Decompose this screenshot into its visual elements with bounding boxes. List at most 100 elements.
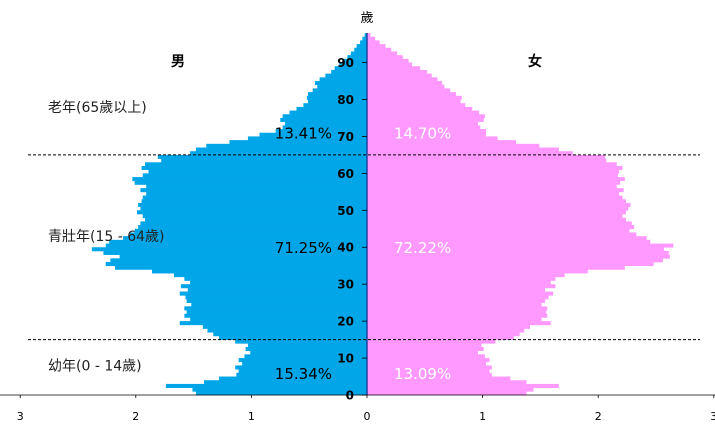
bar-male-age-21 [184, 313, 367, 318]
female-percent-1: 72.22% [394, 239, 451, 257]
bar-male-age-4 [219, 376, 367, 381]
bar-female-age-29 [367, 284, 556, 289]
bar-female-age-34 [367, 265, 625, 270]
bar-female-age-16 [367, 332, 520, 337]
bar-female-age-19 [367, 321, 551, 326]
bar-female-age-91 [367, 55, 403, 60]
bar-male-age-75 [282, 114, 367, 119]
bar-female-age-66 [367, 147, 559, 152]
bar-female-age-63 [367, 158, 607, 163]
bar-female-age-83 [367, 84, 445, 89]
bar-male-age-29 [180, 284, 367, 289]
bar-male-age-30 [190, 280, 367, 285]
bar-female-age-68 [367, 140, 517, 145]
bar-male-age-85 [319, 77, 367, 82]
bar-female-age-80 [367, 95, 462, 100]
bar-female-age-88 [367, 66, 421, 71]
bar-female-age-84 [367, 81, 443, 86]
bar-male-age-16 [213, 332, 367, 337]
male-percent-1: 71.25% [275, 239, 332, 257]
bar-female-age-24 [367, 302, 542, 307]
bar-female-age-43 [367, 232, 637, 237]
x-tick-label-1: 2 [132, 410, 139, 423]
y-tick-label-0: 0 [346, 389, 354, 403]
bar-male-age-56 [146, 184, 367, 189]
bar-female-age-59 [367, 173, 618, 178]
male-label: 男 [171, 54, 185, 70]
bar-male-age-80 [306, 95, 367, 100]
age-group-label-0: 老年(65歲以上) [48, 100, 147, 116]
bar-female-age-45 [367, 225, 635, 230]
bar-male-age-32 [173, 273, 367, 278]
bar-female-age-69 [367, 136, 498, 141]
bar-male-age-60 [148, 169, 367, 174]
x-tick-label-0: 3 [17, 410, 24, 423]
bar-male-age-77 [296, 106, 367, 111]
bar-female-age-49 [367, 210, 626, 215]
bar-male-age-18 [202, 324, 367, 329]
pyramid-bars [91, 33, 674, 396]
bar-female-age-76 [367, 110, 480, 115]
bar-male-age-89 [339, 62, 367, 67]
bar-male-age-14 [235, 339, 367, 344]
bar-male-age-28 [187, 287, 367, 292]
bar-male-age-70 [259, 132, 367, 137]
bar-male-age-82 [312, 88, 367, 93]
bar-female-age-14 [367, 339, 496, 344]
bar-female-age-4 [367, 376, 511, 381]
bar-male-age-41 [109, 239, 367, 244]
bar-female-age-92 [367, 51, 398, 56]
bar-female-age-61 [367, 165, 623, 171]
bar-male-age-19 [179, 321, 367, 326]
bar-male-age-23 [184, 306, 367, 311]
bar-female-age-22 [367, 310, 547, 315]
bar-male-age-10 [244, 354, 367, 359]
bar-male-age-46 [140, 221, 367, 226]
y-tick-label-80: 80 [337, 93, 354, 107]
x-tick-label-3: 0 [364, 410, 371, 423]
bar-female-age-96 [367, 36, 376, 41]
bar-male-age-87 [331, 69, 367, 74]
bar-male-age-59 [142, 173, 367, 178]
bar-female-age-93 [367, 47, 392, 52]
bar-female-age-50 [367, 206, 629, 211]
bar-female-age-53 [367, 195, 623, 200]
bar-male-age-5 [236, 372, 367, 377]
bar-male-age-35 [105, 262, 367, 267]
bar-female-age-48 [367, 214, 623, 219]
bar-male-age-81 [308, 92, 367, 97]
male-percent-2: 15.34% [275, 365, 332, 383]
male-percent-0: 13.41% [275, 125, 332, 143]
bar-female-age-32 [367, 273, 565, 278]
bar-female-age-79 [367, 99, 461, 104]
bar-female-age-31 [367, 276, 556, 281]
chart-labels: 歲男 女老年(65歲以上) 青壯年(15 - 64歲) 幼年(0 - 14歲) 13.4… [48, 11, 542, 383]
bar-male-age-33 [151, 269, 367, 274]
bar-male-age-44 [134, 228, 367, 233]
bar-female-age-74 [367, 117, 484, 123]
bar-male-age-93 [354, 47, 367, 52]
bar-female-age-81 [367, 92, 457, 97]
bar-male-age-74 [280, 117, 367, 123]
bar-male-age-31 [184, 276, 367, 281]
female-percent-0: 14.70% [394, 125, 451, 143]
bar-female-age-20 [367, 317, 542, 322]
age-group-label-1: 青壯年(15 - 64歲) [48, 229, 165, 245]
bar-male-age-0 [195, 391, 367, 396]
bar-male-age-83 [317, 84, 367, 89]
bar-male-age-69 [247, 136, 367, 141]
bar-male-age-76 [289, 110, 367, 115]
bar-male-age-58 [132, 177, 367, 182]
y-tick-label-70: 70 [337, 130, 354, 144]
bar-female-age-8 [367, 361, 487, 366]
bar-female-age-0 [367, 391, 527, 396]
x-tick-label-4: 1 [479, 410, 486, 423]
female-percent-2: 13.09% [394, 365, 451, 383]
bar-female-age-90 [367, 58, 409, 63]
bar-female-age-56 [367, 184, 617, 189]
bar-female-age-51 [367, 202, 631, 207]
bar-female-age-97 [367, 33, 371, 38]
bar-female-age-39 [367, 247, 665, 252]
bar-male-age-26 [185, 295, 367, 300]
